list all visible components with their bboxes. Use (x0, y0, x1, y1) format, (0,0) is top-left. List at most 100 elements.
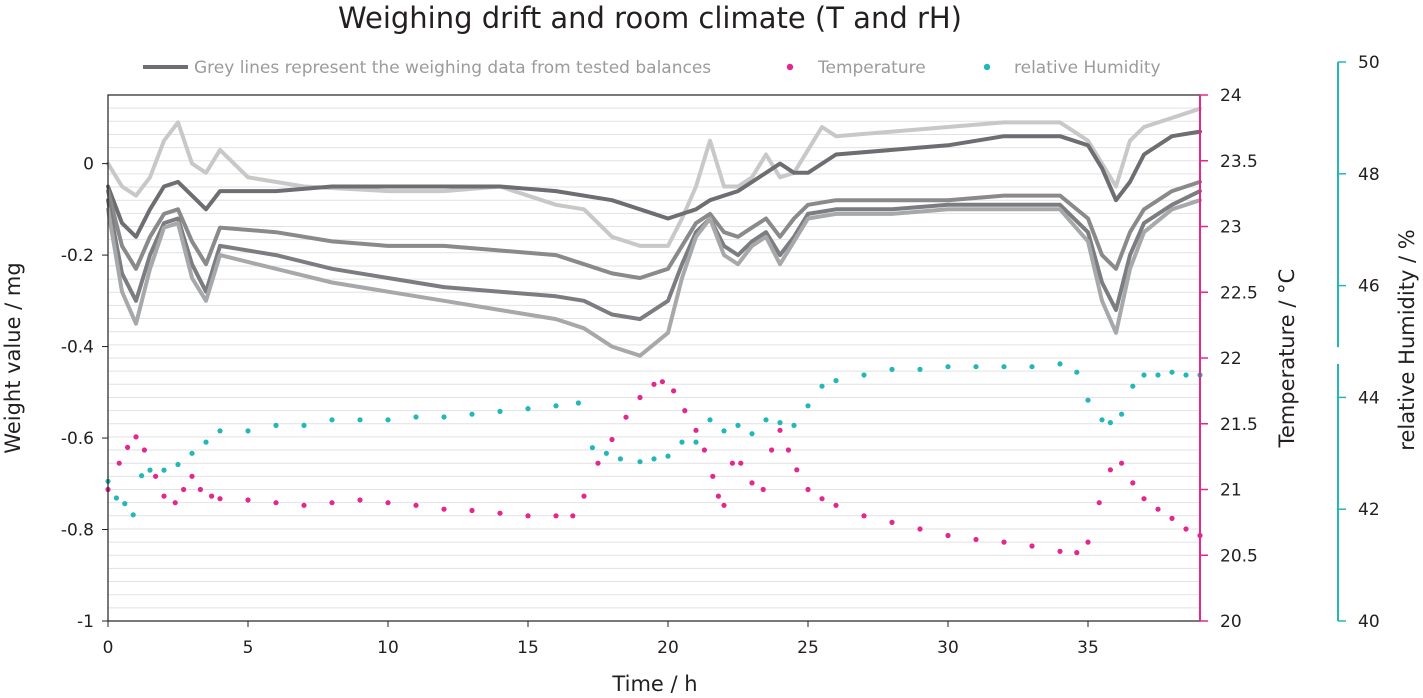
humidity-tick-label: 46 (1358, 277, 1380, 297)
temperature-point (1074, 550, 1080, 556)
temperature-point (861, 513, 867, 519)
humidity-point (1057, 361, 1063, 367)
humidity-point (889, 366, 895, 372)
temperature-point (125, 444, 131, 450)
humidity-point (553, 403, 559, 409)
temperature-point (693, 427, 699, 433)
temperature-tick-label: 20.5 (1220, 546, 1258, 566)
temperature-point (581, 493, 587, 499)
axes: 0 5 10 15 20 25 30 35 0 -0.2 -0.4 -0.6 -0.8 -1 24 23.5 2… (61, 53, 1380, 658)
x-axis-title: Time / h (611, 672, 697, 696)
humidity-point (441, 414, 447, 420)
temperature-point (525, 513, 531, 519)
temperature-point (1155, 506, 1161, 512)
humidity-point (693, 439, 699, 445)
temperature-point (1057, 548, 1063, 554)
humidity-point (679, 439, 685, 445)
humidity-point (1183, 372, 1189, 378)
humidity-point (735, 422, 741, 428)
legend-swatch-temperature (786, 63, 794, 71)
humidity-tick-label: 44 (1358, 388, 1380, 408)
y-left-tick-label: -0.4 (61, 338, 94, 358)
chart-title: Weighing drift and room climate (T and r… (338, 1, 962, 35)
humidity-point (217, 428, 223, 434)
temperature-point (659, 379, 666, 385)
humidity-point (945, 364, 951, 370)
temperature-point (609, 436, 615, 443)
temperature-point (1119, 460, 1125, 466)
humidity-point (130, 512, 136, 518)
x-tick-label: 25 (797, 638, 819, 658)
humidity-point (777, 420, 783, 426)
temperature-tick-label: 22.5 (1220, 283, 1258, 303)
humidity-point (175, 461, 181, 468)
temperature-point (1096, 500, 1102, 506)
humidity-point (805, 403, 811, 409)
temperature-point (738, 460, 744, 466)
legend-label-grey-lines: Grey lines represent the weighing data f… (194, 58, 711, 78)
temperature-point (570, 513, 576, 519)
temperature-point (441, 506, 447, 512)
temperature-point (701, 447, 708, 453)
temperature-point (637, 394, 643, 401)
humidity-point (469, 411, 475, 417)
temperature-point (1107, 467, 1113, 473)
temperature-point (729, 460, 736, 466)
temperature-point (1130, 480, 1136, 486)
temperature-point (651, 381, 657, 387)
humidity-point (497, 408, 503, 414)
humidity-point (1107, 420, 1113, 426)
temperature-point (141, 447, 147, 453)
humidity-point (357, 417, 363, 423)
weighing-series-line (106, 179, 1202, 280)
temperature-point (413, 502, 419, 508)
humidity-tick-label: 40 (1358, 612, 1380, 632)
humidity-point (617, 456, 624, 462)
temperature-point (189, 473, 195, 479)
temperature-point (357, 497, 363, 503)
humidity-point (301, 422, 307, 428)
temperature-point (945, 532, 951, 539)
y-left-tick-label: -0.8 (61, 521, 94, 541)
legend-label-humidity: relative Humidity (1014, 58, 1161, 78)
temperature-point (217, 496, 223, 502)
temperature-point (595, 460, 601, 466)
temperature-point (682, 408, 688, 414)
temperature-point (769, 447, 775, 453)
temperature-point (1141, 496, 1147, 502)
humidity-point (203, 439, 209, 445)
temperature-point (172, 500, 178, 506)
humidity-point (329, 417, 335, 423)
temperature-point (794, 467, 800, 473)
temperature-point (819, 496, 825, 502)
humidity-point (1141, 372, 1147, 378)
humidity-point (707, 417, 713, 423)
temperature-point (917, 526, 923, 532)
y-left-tick-label: -0.6 (61, 429, 94, 449)
temperature-tick-label: 21.5 (1220, 415, 1258, 435)
humidity-point (819, 383, 825, 389)
temperature-point (889, 519, 895, 526)
temperature-point (710, 473, 716, 479)
temperature-point (785, 447, 792, 453)
humidity-point (147, 467, 153, 473)
temperature-point (197, 486, 203, 493)
humidity-point (161, 467, 167, 473)
temperature-point (553, 513, 559, 519)
temperature-point (973, 536, 979, 543)
temperature-tick-label: 23 (1220, 218, 1242, 238)
y-axis-title-temperature: Temperature / °C (1275, 269, 1299, 449)
temperature-point (749, 480, 755, 486)
humidity-point (575, 400, 582, 406)
weighing-series-line (106, 198, 1202, 358)
humidity-point (1001, 364, 1007, 370)
temperature-point (805, 486, 811, 493)
temperature-point (715, 493, 722, 499)
temperature-tick-label: 22 (1220, 349, 1242, 369)
temperature-point (1085, 539, 1091, 545)
x-tick-label: 10 (377, 638, 399, 658)
humidity-tick-label: 42 (1358, 500, 1380, 520)
x-tick-label: 30 (937, 638, 959, 658)
temperature-point (721, 502, 727, 508)
